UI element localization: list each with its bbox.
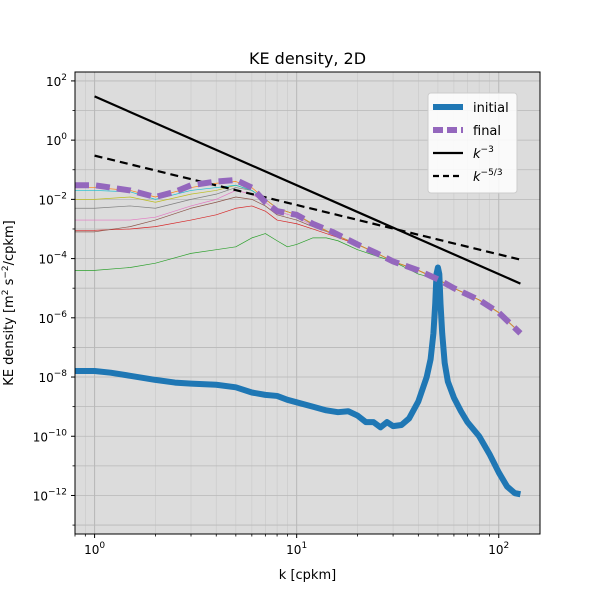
y-tick-exp: −10 <box>48 428 67 438</box>
y-tick-label: 10−8 <box>38 369 67 385</box>
legend-label-main: initial <box>473 101 509 116</box>
y-axis-label-main: KE density [m <box>2 295 17 385</box>
y-axis-label-end: /cpkm] <box>2 220 17 265</box>
y-tick-exp: −2 <box>54 191 67 201</box>
y-tick-base: 10 <box>46 134 61 148</box>
y-axis-label: KE density [m2 s−2/cpkm] <box>1 220 17 385</box>
series-line-k-3 <box>94 95 521 285</box>
y-tick-label: 10−10 <box>33 428 68 444</box>
legend-label: final <box>473 124 501 139</box>
x-tick-label: 100 <box>84 541 105 557</box>
legend-label: initial <box>473 101 509 116</box>
y-tick-base: 10 <box>38 312 53 326</box>
legend-label: k−3 <box>473 145 494 162</box>
series-line-final <box>75 177 523 336</box>
y-tick-base: 10 <box>38 371 53 385</box>
x-tick-base: 10 <box>84 543 99 557</box>
y-tick-exp: −8 <box>54 369 68 379</box>
x-tick-exp: 0 <box>99 541 105 551</box>
y-tick-label: 10−2 <box>38 191 67 207</box>
axis-ticks: 100 101 10210210010−210−410−610−810−1010−1… <box>33 73 510 557</box>
y-tick-base: 10 <box>38 253 53 267</box>
y-tick-label: 10−12 <box>33 487 67 503</box>
x-tick-label: 101 <box>286 541 307 557</box>
series-line-initial <box>75 264 522 498</box>
y-tick-exp: 0 <box>61 132 67 142</box>
legend-box <box>427 92 518 194</box>
y-axis-label-mid: s <box>2 278 17 289</box>
y-tick-label: 10−4 <box>38 251 67 267</box>
x-tick-exp: 2 <box>504 541 510 551</box>
y-axis-label-sup: 2 <box>1 290 11 296</box>
x-axis-label: k [cpkm] <box>279 568 336 583</box>
chart-title: KE density, 2D <box>249 49 366 68</box>
y-tick-exp: −4 <box>54 251 68 261</box>
y-tick-label: 100 <box>46 132 67 148</box>
legend-label-main: k <box>473 170 481 185</box>
legend-label-sup: −5/3 <box>481 168 503 178</box>
x-tick-base: 10 <box>488 543 503 557</box>
x-tick-label: 102 <box>488 541 509 557</box>
legend-label-main: final <box>473 124 501 139</box>
y-tick-base: 10 <box>38 193 53 207</box>
legend-label-sup: −3 <box>481 145 494 155</box>
x-tick-base: 10 <box>286 543 301 557</box>
plot-frame <box>74 71 541 535</box>
legend-label-main: k <box>473 147 481 162</box>
y-tick-base: 10 <box>33 489 48 503</box>
series-layer <box>75 95 523 498</box>
y-tick-exp: −6 <box>54 310 68 320</box>
x-tick-exp: 1 <box>301 541 307 551</box>
y-tick-base: 10 <box>46 75 61 89</box>
legend-label: k−5/3 <box>473 168 503 185</box>
series-line-k-5-3 <box>94 154 521 261</box>
y-axis-label-sup2: −2 <box>1 265 11 278</box>
y-tick-label: 10−6 <box>38 310 67 326</box>
y-tick-exp: −12 <box>48 487 67 497</box>
y-tick-base: 10 <box>33 430 48 444</box>
y-tick-exp: 2 <box>61 73 67 83</box>
y-tick-label: 102 <box>46 73 67 89</box>
